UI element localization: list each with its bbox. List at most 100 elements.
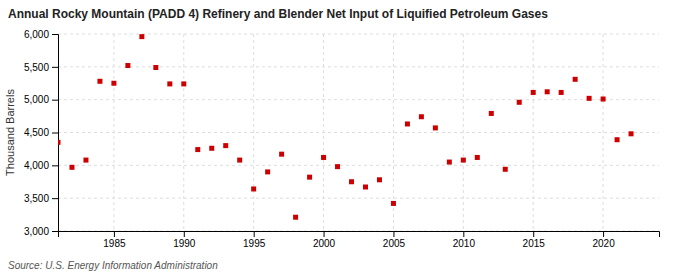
y-axis: 3,000 3,500 4,000 4,500 5,000 5,500 6,000 (24, 29, 59, 237)
point (125, 63, 130, 68)
grid-line (113, 34, 114, 231)
point (97, 79, 102, 84)
grid-line (183, 34, 184, 231)
tick-label: 1985 (103, 238, 126, 249)
point (545, 89, 550, 94)
tick: 1985 (103, 231, 126, 249)
grid-line (253, 34, 254, 231)
tick-label: 1990 (173, 238, 196, 249)
point (321, 155, 326, 160)
point (517, 100, 522, 105)
grid-line (533, 34, 534, 231)
tick-mark (254, 231, 255, 237)
point (433, 125, 438, 130)
point (587, 96, 592, 101)
axis-line (52, 35, 59, 232)
point (181, 81, 186, 86)
tick: 3,000 (24, 226, 58, 237)
grid-line (58, 165, 659, 166)
tick-mark (52, 231, 58, 232)
tick-label: 2010 (453, 238, 476, 249)
point (195, 147, 200, 152)
title: Annual Rocky Mountain (PADD 4) Refinery … (8, 7, 548, 21)
tick-label: 1995 (243, 238, 266, 249)
point (503, 167, 508, 172)
tick-mark (52, 34, 58, 35)
grid-line (323, 34, 324, 231)
point (559, 90, 564, 95)
tick: 5,500 (24, 62, 58, 73)
tick: 3,500 (24, 193, 58, 204)
point (335, 164, 340, 169)
tick-mark (603, 231, 604, 237)
tick-mark (184, 231, 185, 237)
grid-line (58, 34, 659, 35)
point (153, 65, 158, 70)
point (377, 177, 382, 182)
tick-mark (463, 231, 464, 237)
tick-mark (393, 231, 394, 237)
point (363, 185, 368, 190)
point (601, 97, 606, 102)
point (279, 152, 284, 157)
tick: 4,000 (24, 160, 58, 171)
point (573, 77, 578, 82)
tick: 2010 (453, 231, 476, 249)
tick: 2020 (592, 231, 615, 249)
tick-label: 4,000 (24, 160, 49, 171)
tick: 2005 (383, 231, 406, 249)
tick-label: 2020 (592, 238, 615, 249)
point (349, 179, 354, 184)
point (251, 186, 256, 191)
tick-label: 3,000 (24, 226, 49, 237)
grid-line (58, 99, 659, 100)
tick-label: 2015 (523, 238, 546, 249)
point (209, 146, 214, 151)
source: Source: U.S. Energy Information Administ… (8, 260, 218, 271)
point (69, 165, 74, 170)
point (475, 155, 480, 160)
tick-mark (52, 198, 58, 199)
tick-label: 3,500 (24, 193, 49, 204)
grid-line (58, 132, 659, 133)
point (58, 140, 61, 145)
point (405, 121, 410, 126)
points (58, 34, 634, 220)
grid-line (58, 66, 659, 67)
point (531, 90, 536, 95)
tick-label: 2005 (383, 238, 406, 249)
tick: 5,000 (24, 94, 58, 105)
point (615, 137, 620, 142)
point (237, 158, 242, 163)
tick: 1990 (173, 231, 196, 249)
tick-mark (533, 231, 534, 237)
axis-line (59, 232, 660, 238)
grid-line (603, 34, 604, 231)
chart: Annual Rocky Mountain (PADD 4) Refinery … (0, 0, 675, 275)
point (293, 215, 298, 220)
point (629, 131, 634, 136)
tick-label: 4,500 (24, 127, 49, 138)
point (111, 81, 116, 86)
grid (58, 34, 659, 231)
y-axis-title: Thousand Barrels (4, 89, 16, 176)
tick: 2000 (313, 231, 336, 249)
point (223, 143, 228, 148)
x-axis: 1985 1990 1995 2000 2005 2010 2015 2020 (59, 231, 660, 249)
point (447, 160, 452, 165)
tick-mark (324, 231, 325, 237)
point (419, 114, 424, 119)
plot-area: 1985 1990 1995 2000 2005 2010 2015 2020 3,000 3,5… (24, 29, 660, 249)
point (307, 175, 312, 180)
tick-mark (52, 67, 58, 68)
tick-label: 6,000 (24, 29, 49, 40)
tick-mark (52, 133, 58, 134)
point (489, 111, 494, 116)
point (139, 34, 144, 39)
tick-mark (52, 165, 58, 166)
point (83, 158, 88, 163)
grid-line (58, 198, 659, 199)
tick-mark (52, 100, 58, 101)
tick-label: 5,000 (24, 94, 49, 105)
point (265, 169, 270, 174)
